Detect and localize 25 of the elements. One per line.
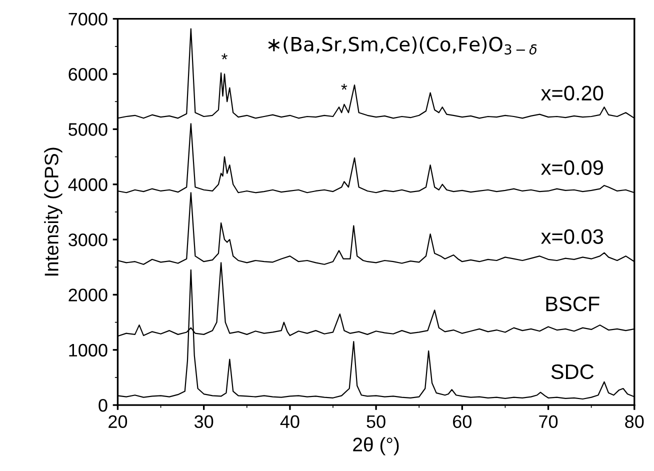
x-axis-title: 2θ (°) bbox=[353, 437, 399, 456]
annotation: * bbox=[222, 54, 228, 60]
x-tick-label: 80 bbox=[625, 415, 644, 428]
x-tick-label: 50 bbox=[366, 415, 386, 428]
series-label: x=0.03 bbox=[541, 229, 604, 244]
y-tick-label: 7000 bbox=[68, 12, 108, 26]
series-label: BSCF bbox=[546, 296, 600, 312]
annotation: * bbox=[341, 84, 348, 90]
y-tick-label: 4000 bbox=[68, 178, 108, 192]
y-tick-label: 6000 bbox=[68, 68, 108, 81]
x-tick-label: 60 bbox=[453, 415, 472, 428]
series-label: SDC bbox=[551, 364, 594, 380]
y-tick-label: 1000 bbox=[69, 344, 108, 357]
y-axis-title: Intensity (CPS) bbox=[44, 148, 62, 276]
x-tick-label: 20 bbox=[108, 415, 128, 428]
y-tick-label: 2000 bbox=[68, 288, 108, 302]
series-label: x=0.20 bbox=[541, 86, 604, 101]
annotation: ∗(Ba,Sr,Sm,Ce)(Co,Fe)O$_{3−δ}$ bbox=[268, 36, 537, 55]
series-label: x=0.09 bbox=[541, 160, 603, 176]
x-tick-label: 70 bbox=[539, 415, 558, 428]
x-tick-label: 40 bbox=[280, 415, 300, 428]
y-tick-label: 0 bbox=[98, 398, 108, 412]
y-tick-label: 5000 bbox=[68, 123, 108, 136]
y-tick-label: 3000 bbox=[68, 233, 108, 246]
x-tick-label: 30 bbox=[194, 415, 214, 428]
